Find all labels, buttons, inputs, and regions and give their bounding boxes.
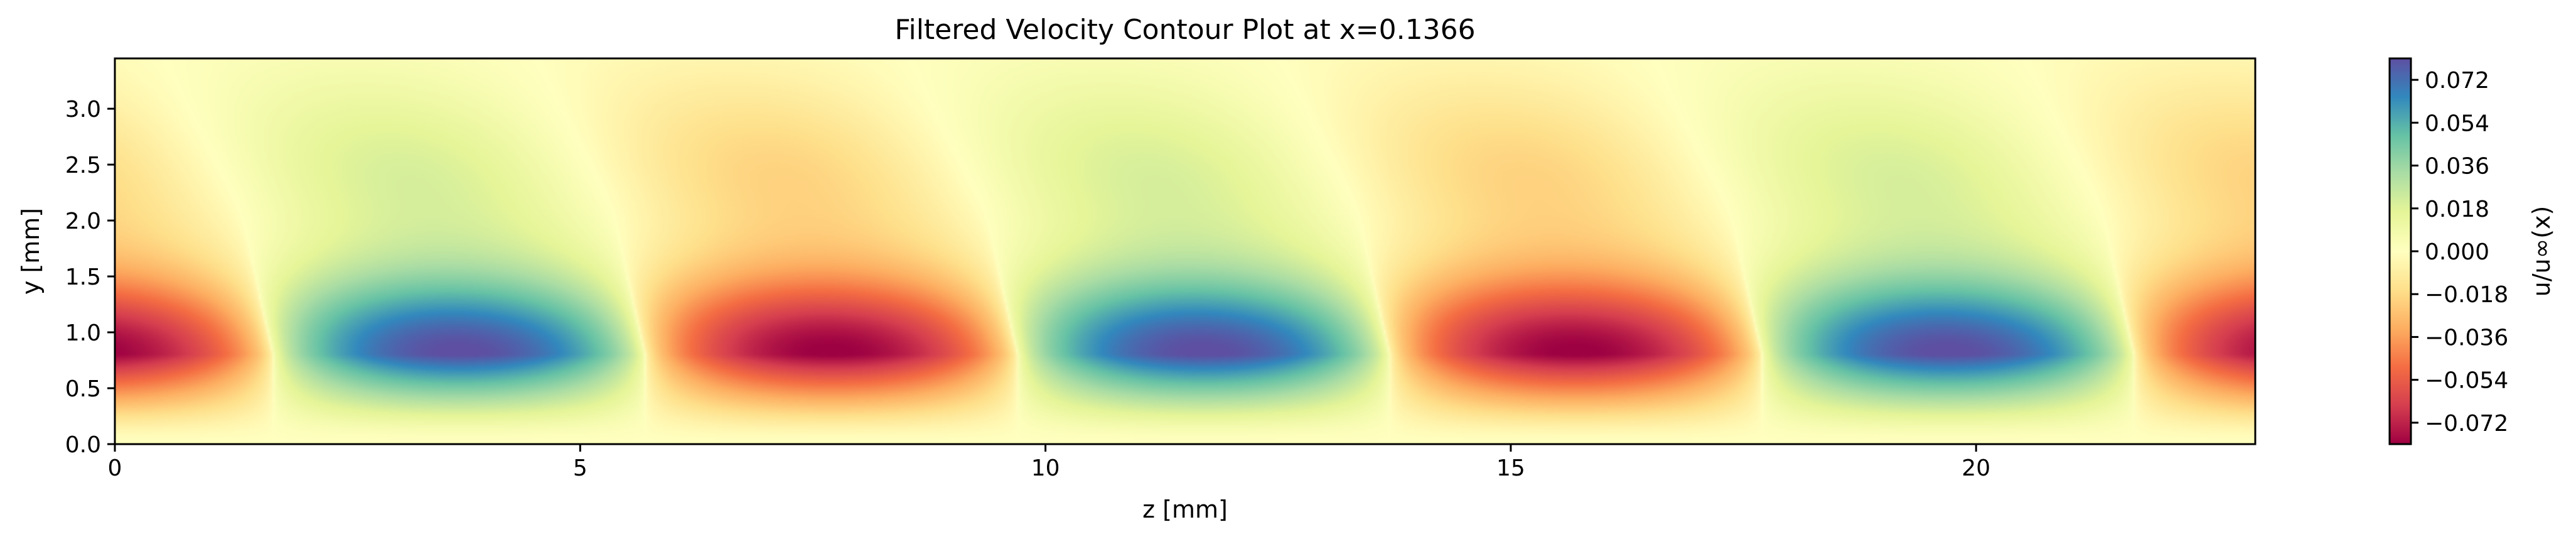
x-tick-label: 5	[573, 455, 588, 481]
colorbar-tick-label: −0.072	[2425, 411, 2508, 437]
x-tick-label: 10	[1031, 455, 1060, 481]
colorbar-label: u/u∞(x)	[2528, 206, 2555, 297]
heatmap-field	[115, 58, 2255, 444]
x-tick-label: 20	[1962, 455, 1990, 481]
colorbar-tick-label: −0.054	[2425, 368, 2508, 394]
x-tick-label: 15	[1496, 455, 1525, 481]
colorbar-tick-label: 0.018	[2425, 197, 2489, 222]
colorbar	[2388, 57, 2412, 445]
y-tick-label: 0.5	[65, 376, 101, 402]
y-tick-label: 3.0	[65, 97, 101, 122]
colorbar-tick-label: −0.018	[2425, 282, 2508, 308]
y-axis: 0.0 0.5 1.0 1.5 2.0 2.5 3.0	[65, 97, 115, 458]
colorbar-tick-label: 0.072	[2425, 68, 2489, 94]
plot-frame	[114, 57, 2257, 445]
colorbar-tick-label: 0.036	[2425, 154, 2489, 180]
y-tick-label: 2.5	[65, 153, 101, 178]
y-tick-label: 1.5	[65, 264, 101, 290]
y-tick-label: 2.0	[65, 209, 101, 234]
colorbar-tick-label: −0.036	[2425, 325, 2508, 351]
colorbar-axis: −0.072 −0.054 −0.036 −0.018 0.000 0.018 0.036 0…	[2411, 68, 2508, 437]
y-tick-label: 1.0	[65, 320, 101, 346]
y-axis-label: y [mm]	[17, 208, 45, 295]
x-tick-label: 0	[108, 455, 122, 481]
colorbar-tick-label: 0.000	[2425, 239, 2489, 265]
y-tick-label: 0.0	[65, 432, 101, 458]
x-axis-label: z [mm]	[1142, 496, 1228, 523]
chart-title: Filtered Velocity Contour Plot at x=0.13…	[894, 14, 1475, 46]
colorbar-tick-label: 0.054	[2425, 111, 2489, 136]
x-axis: 0 5 10 15 20	[108, 444, 1990, 481]
